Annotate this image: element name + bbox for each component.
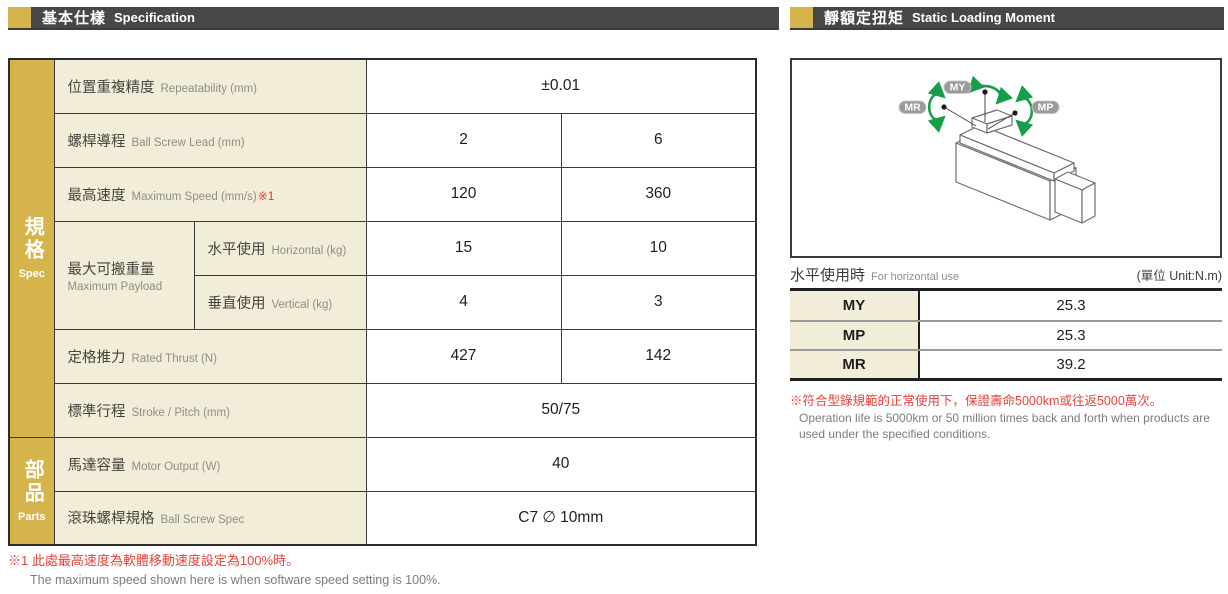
row-label-maximum-speed: 最高速度 Maximum Speed (mm/s)※1 <box>53 166 367 222</box>
table-row: 規格 Spec 位置重複精度 Repeatability (mm) ±0.01 <box>8 58 757 438</box>
table-row: 最大可搬重量 Maximum Payload 水平使用 Horizontal (k… <box>9 220 757 330</box>
table-row: 標準行程 Stroke / Pitch (mm) 50/75 <box>9 382 757 438</box>
rotation-arrow-icons <box>927 75 1034 137</box>
table-row: MY 25.3 <box>790 291 1222 320</box>
table-row: 滾珠螺桿規格 Ball Screw Spec C7 ∅ 10mm <box>9 490 757 546</box>
sidebar-parts-label-en: Parts <box>17 510 46 523</box>
gold-square-decoration <box>790 7 813 28</box>
sidebar-spec-label-en: Spec <box>18 268 45 281</box>
moment-header-bar: 靜額定扭矩 Static Loading Moment <box>813 7 1224 28</box>
value-vertical-4: 4 <box>365 274 562 330</box>
sidebar-group-spec: 規格 Spec <box>8 58 55 438</box>
table-row: 部品 Parts 馬達容量 Motor Output (W) 40 <box>8 436 757 546</box>
moment-my-label: MY <box>790 291 920 320</box>
specification-table: 規格 Spec 位置重複精度 Repeatability (mm) ±0.01 螺… <box>8 58 757 546</box>
my-rotation-arrow-icon <box>967 75 1013 105</box>
row-label-repeatability: 位置重複精度 Repeatability (mm) <box>53 58 367 114</box>
gold-square-decoration <box>8 7 31 28</box>
table-row: 定格推力 Rated Thrust (N) 427 142 <box>9 328 757 384</box>
footnote-marker: ※1 <box>257 188 275 203</box>
value-vertical-3: 3 <box>560 274 757 330</box>
mp-pill <box>1031 100 1060 114</box>
value-stroke: 50/75 <box>365 382 757 438</box>
actuator-body-drawing <box>955 109 1096 224</box>
moment-diagram-svg: MY MR MP <box>898 75 1096 224</box>
my-pill <box>943 80 972 94</box>
value-lead-6: 6 <box>560 112 757 168</box>
moment-mr-label: MR <box>790 351 920 378</box>
table-row: 垂直使用 Vertical (kg) 4 3 <box>9 274 757 330</box>
spec-footnote-en: The maximum speed shown here is when sof… <box>30 573 441 587</box>
mp-rotation-arrow-icon <box>1015 85 1034 137</box>
spec-footnote-zh: ※1 此處最高速度為軟體移動速度設定為100%時。 <box>8 553 300 568</box>
row-label-maximum-payload: 最大可搬重量 Maximum Payload <box>53 220 195 330</box>
value-ball-screw-spec: C7 ∅ 10mm <box>365 490 757 546</box>
row-label-ball-screw-lead: 螺桿導程 Ball Screw Lead (mm) <box>53 112 367 168</box>
value-thrust-427: 427 <box>365 328 562 384</box>
row-label-vertical-use: 垂直使用 Vertical (kg) <box>193 274 367 330</box>
mp-pill-label: MP <box>1038 102 1054 114</box>
moment-footnote-en: Operation life is 5000km or 50 million t… <box>799 411 1210 441</box>
unit-label: (單位 Unit:N.m) <box>1136 269 1222 283</box>
spec-header-bar: 基本仕樣 Specification <box>31 7 779 28</box>
row-label-stroke-pitch: 標準行程 Stroke / Pitch (mm) <box>53 382 367 438</box>
value-speed-120: 120 <box>365 166 562 222</box>
row-label-rated-thrust: 定格推力 Rated Thrust (N) <box>53 328 367 384</box>
moment-label-pills: MY MR MP <box>898 80 1060 114</box>
moment-mp-label: MP <box>790 322 920 349</box>
moment-table: MY 25.3 MP 25.3 MR 39.2 <box>790 288 1222 381</box>
row-label-motor-output: 馬達容量 Motor Output (W) <box>53 436 367 492</box>
spec-header-title-en: Specification <box>114 10 195 25</box>
moment-footnote-zh: ※符合型錄規範的正常使用下，保證壽命5000km或往返5000萬次。 <box>790 394 1163 408</box>
moment-my-value: 25.3 <box>920 291 1222 320</box>
sidebar-spec-label-zh: 規格 <box>21 216 44 263</box>
moment-section-header: 靜額定扭矩 Static Loading Moment <box>790 7 1224 30</box>
spec-footnote: ※1 此處最高速度為軟體移動速度設定為100%時。 The maximum sp… <box>8 550 768 587</box>
value-horizontal-10: 10 <box>560 220 757 276</box>
my-pill-label: MY <box>950 82 966 94</box>
moment-header-title-en: Static Loading Moment <box>912 10 1056 25</box>
spec-section-header: 基本仕樣 Specification <box>8 7 779 30</box>
value-lead-2: 2 <box>365 112 562 168</box>
row-label-ball-screw-spec: 滾珠螺桿規格 Ball Screw Spec <box>53 490 367 546</box>
horizontal-use-label-en: For horizontal use <box>871 271 960 283</box>
value-thrust-142: 142 <box>560 328 757 384</box>
moment-diagram: MY MR MP <box>790 58 1222 258</box>
value-horizontal-15: 15 <box>365 220 562 276</box>
row-label-horizontal-use: 水平使用 Horizontal (kg) <box>193 220 367 276</box>
sidebar-parts-label-zh: 部品 <box>21 458 44 505</box>
moment-footnote: ※符合型錄規範的正常使用下，保證壽命5000km或往返5000萬次。 Opera… <box>790 390 1224 442</box>
value-repeatability: ±0.01 <box>365 58 757 114</box>
moment-mr-value: 39.2 <box>920 351 1222 378</box>
moment-mp-value: 25.3 <box>920 322 1222 349</box>
table-row: 螺桿導程 Ball Screw Lead (mm) 2 6 <box>9 112 757 168</box>
spec-header-title-zh: 基本仕樣 <box>42 10 107 27</box>
mr-pill <box>898 100 927 114</box>
moment-header-title-zh: 靜額定扭矩 <box>824 10 905 27</box>
horizontal-use-label-zh: 水平使用時 <box>790 267 866 284</box>
value-motor-output: 40 <box>365 436 757 492</box>
mr-pill-label: MR <box>904 102 921 114</box>
value-speed-360: 360 <box>560 166 757 222</box>
sidebar-group-parts: 部品 Parts <box>8 436 55 546</box>
table-row: 最高速度 Maximum Speed (mm/s)※1 120 360 <box>9 166 757 222</box>
mr-rotation-arrow-icon <box>927 81 946 133</box>
table-row: MR 39.2 <box>790 349 1222 378</box>
moment-table-subheader: 水平使用時 For horizontal use (單位 Unit:N.m) <box>790 264 1222 285</box>
table-row: MP 25.3 <box>790 320 1222 349</box>
